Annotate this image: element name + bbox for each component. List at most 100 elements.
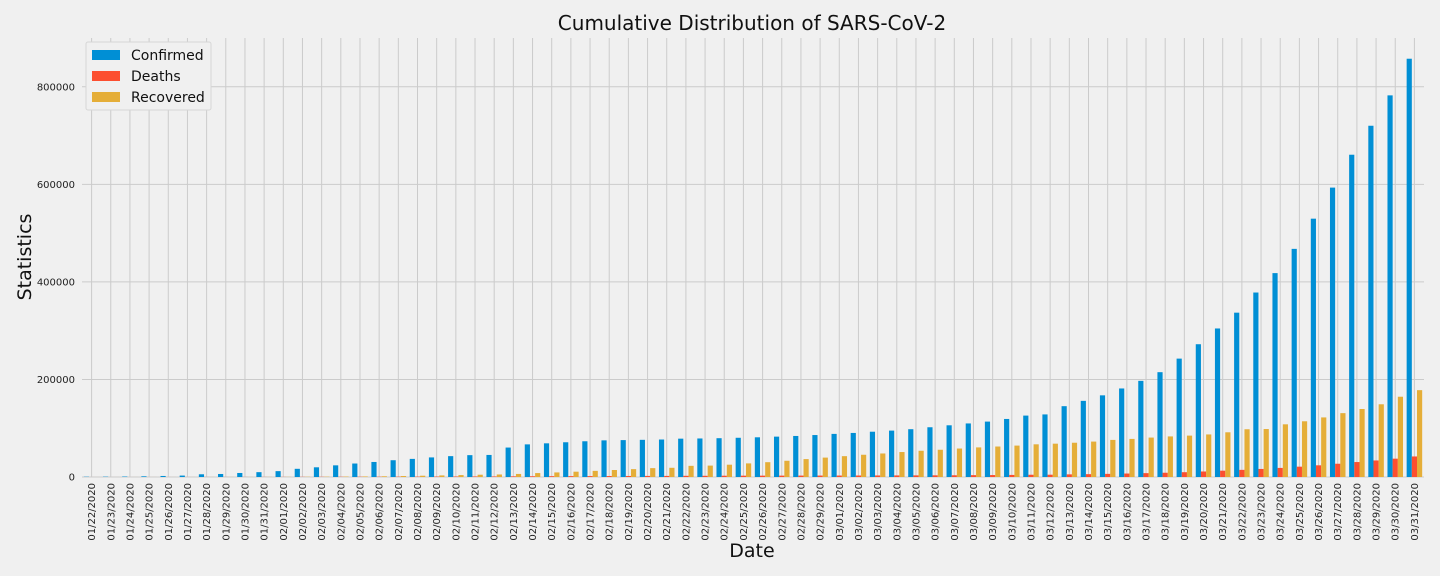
bar-recovered xyxy=(841,456,848,477)
x-tick-label: 01/22/2020 xyxy=(87,483,98,541)
bar-deaths xyxy=(1085,474,1092,477)
bar-deaths xyxy=(759,475,766,477)
bar-recovered xyxy=(918,450,924,477)
x-tick-label: 02/07/2020 xyxy=(394,483,405,541)
legend-swatch-confirmed xyxy=(92,50,120,60)
bar-confirmed xyxy=(869,431,876,477)
bar-confirmed xyxy=(543,443,550,477)
x-tick-label: 03/01/2020 xyxy=(835,483,846,541)
bar-recovered xyxy=(381,476,387,477)
bar-confirmed xyxy=(908,429,914,477)
y-axis-label: Statistics xyxy=(14,214,36,301)
bar-recovered xyxy=(1301,421,1308,477)
bar-confirmed xyxy=(1234,312,1240,477)
x-tick-label: 03/18/2020 xyxy=(1161,483,1172,541)
bar-recovered xyxy=(1244,429,1250,477)
x-tick-label: 03/20/2020 xyxy=(1199,483,1210,541)
x-tick-label: 03/24/2020 xyxy=(1276,483,1287,541)
bar-deaths xyxy=(1143,473,1149,477)
bar-deaths xyxy=(855,475,862,477)
bar-deaths xyxy=(472,476,478,477)
bar-confirmed xyxy=(218,473,224,477)
x-tick-label: 03/07/2020 xyxy=(950,483,961,541)
bar-confirmed xyxy=(582,441,588,477)
x-tick-label: 02/15/2020 xyxy=(547,483,558,541)
y-tick-label: 0 xyxy=(69,473,75,484)
bar-recovered xyxy=(976,447,982,477)
bar-deaths xyxy=(779,475,785,477)
y-tick-label: 600000 xyxy=(37,180,75,191)
bar-recovered xyxy=(822,457,828,477)
bar-recovered xyxy=(515,473,522,477)
legend-label-confirmed: Confirmed xyxy=(131,48,204,64)
bar-deaths xyxy=(1411,456,1418,477)
bar-confirmed xyxy=(160,475,166,477)
bar-recovered xyxy=(1282,424,1288,477)
x-tick-label: 01/27/2020 xyxy=(183,483,194,541)
bar-recovered xyxy=(1378,404,1384,477)
x-tick-label: 03/29/2020 xyxy=(1372,483,1383,541)
x-tick-label: 01/30/2020 xyxy=(240,483,251,541)
bar-confirmed xyxy=(1272,273,1278,477)
bar-deaths xyxy=(1028,474,1034,477)
bar-deaths xyxy=(1009,474,1015,477)
bar-deaths xyxy=(798,475,804,477)
bar-recovered xyxy=(1014,445,1020,477)
bar-recovered xyxy=(803,459,809,477)
x-tick-label: 03/19/2020 xyxy=(1180,483,1191,541)
bar-deaths xyxy=(587,476,593,477)
x-tick-label: 03/21/2020 xyxy=(1218,483,1229,541)
bar-confirmed xyxy=(237,472,243,477)
bar-confirmed xyxy=(1138,380,1144,477)
x-tick-label: 03/14/2020 xyxy=(1084,483,1095,541)
x-axis-label: Date xyxy=(729,540,774,562)
x-tick-label: 03/09/2020 xyxy=(988,483,999,541)
bar-confirmed xyxy=(678,438,684,477)
bar-confirmed xyxy=(467,455,473,477)
x-tick-label: 02/13/2020 xyxy=(509,483,520,541)
bar-confirmed xyxy=(352,463,358,477)
bar-recovered xyxy=(592,470,598,477)
y-tick-label: 400000 xyxy=(37,277,75,288)
bar-recovered xyxy=(995,446,1001,477)
legend: Confirmed Deaths Recovered xyxy=(85,41,212,111)
legend-swatch-recovered xyxy=(92,92,120,102)
bar-recovered xyxy=(937,449,943,477)
bar-deaths xyxy=(1181,472,1187,477)
x-tick-label: 02/23/2020 xyxy=(701,483,712,541)
bar-deaths xyxy=(491,476,497,477)
bar-recovered xyxy=(458,475,464,477)
x-tick-label: 01/24/2020 xyxy=(125,483,136,541)
x-tick-label: 03/04/2020 xyxy=(892,483,903,541)
x-tick-label: 03/15/2020 xyxy=(1103,483,1114,541)
bar-confirmed xyxy=(1023,415,1029,477)
x-tick-label: 02/04/2020 xyxy=(336,483,347,541)
bar-confirmed xyxy=(1368,125,1374,477)
bar-recovered xyxy=(1206,434,1212,477)
bar-recovered xyxy=(611,469,617,477)
bar-confirmed xyxy=(428,457,435,477)
bar-recovered xyxy=(362,476,368,477)
bar-confirmed xyxy=(850,432,856,477)
bar-recovered xyxy=(1359,408,1365,477)
bar-confirmed xyxy=(754,437,760,477)
x-tick-label: 03/26/2020 xyxy=(1314,483,1325,541)
bar-recovered xyxy=(784,460,790,477)
bar-confirmed xyxy=(1042,414,1048,477)
bar-deaths xyxy=(932,475,938,477)
chart-title: Cumulative Distribution of SARS-CoV-2 xyxy=(558,11,946,35)
bar-confirmed xyxy=(965,423,971,477)
bar-recovered xyxy=(573,471,579,477)
bar-confirmed xyxy=(313,467,320,477)
bar-recovered xyxy=(1340,413,1346,477)
x-tick-label: 03/05/2020 xyxy=(911,483,922,541)
x-tick-label: 03/27/2020 xyxy=(1333,483,1344,541)
bar-confirmed xyxy=(1253,292,1259,477)
bar-deaths xyxy=(913,475,919,477)
x-tick-label: 01/23/2020 xyxy=(106,483,117,541)
x-tick-label: 02/24/2020 xyxy=(720,483,731,541)
bar-recovered xyxy=(956,448,963,477)
x-tick-label: 02/11/2020 xyxy=(471,483,482,541)
bar-confirmed xyxy=(812,435,818,477)
bar-recovered xyxy=(899,452,905,477)
